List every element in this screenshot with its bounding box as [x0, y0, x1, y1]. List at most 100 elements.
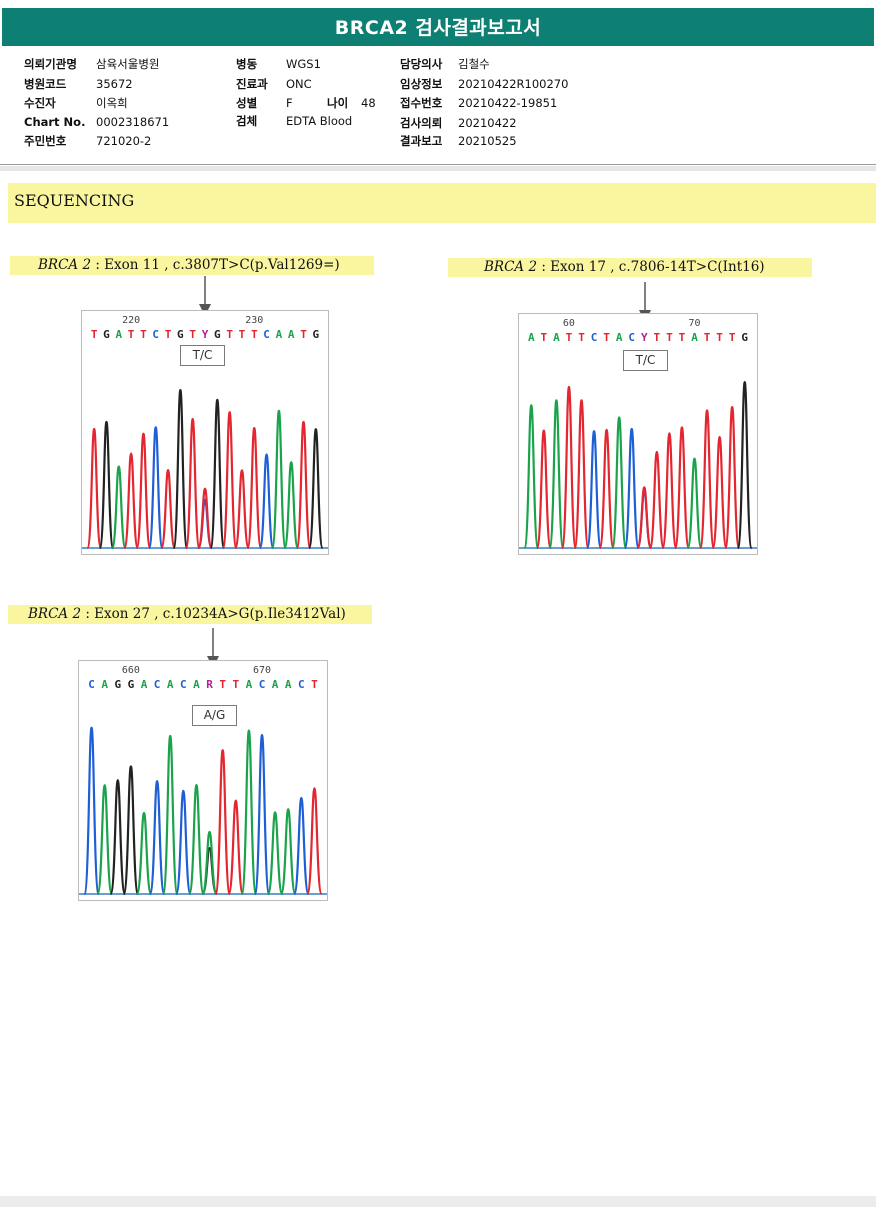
patient-name-field: 수진자 이옥희 — [24, 96, 128, 110]
base-call-letter: Y — [641, 331, 648, 344]
trace-peak — [197, 487, 213, 550]
trace-peak — [135, 811, 153, 896]
base-call-letter: T — [239, 328, 246, 341]
resident-number-field: 주민번호 721020-2 — [24, 134, 152, 148]
trace-peak — [711, 435, 728, 550]
requesting-institution-field: 의뢰기관명 삼육서울병원 — [24, 57, 160, 71]
trace-peak — [560, 385, 577, 550]
trace-peak — [110, 465, 127, 550]
genotype-callout-1: T/C — [180, 345, 225, 366]
base-call-letter: C — [152, 328, 159, 341]
trace-peak — [699, 409, 716, 550]
trace-peak — [271, 409, 287, 550]
variant-description: : Exon 27 , c.10234A>G(p.Ile3412Val) — [81, 606, 346, 622]
trace-peak — [307, 428, 324, 550]
trace-peak — [258, 453, 275, 550]
trace-peak — [96, 784, 113, 896]
trace-peak — [98, 420, 115, 550]
trace-peak — [234, 469, 250, 550]
base-call-letter: A — [288, 328, 295, 341]
position-label: 670 — [253, 665, 271, 676]
base-call-letter: A — [528, 331, 535, 344]
base-call-letter: T — [566, 331, 573, 344]
trace-peak — [122, 765, 140, 896]
base-call-letter: T — [128, 328, 135, 341]
trace-peak — [123, 452, 139, 550]
trace-peak — [227, 799, 245, 896]
page-bottom-strip — [0, 1196, 876, 1207]
trace-peak — [283, 461, 300, 550]
base-call-letter: C — [263, 328, 270, 341]
position-label: 70 — [688, 318, 700, 329]
position-label: 230 — [245, 315, 263, 326]
sequencing-section-title: SEQUENCING — [8, 183, 876, 223]
age-field: 나이 48 — [327, 96, 376, 110]
base-call-letter: T — [666, 331, 673, 344]
base-call-letter: G — [103, 328, 110, 341]
trace-peak — [160, 469, 176, 550]
trace-peak — [184, 417, 201, 550]
base-call-letter: T — [91, 328, 98, 341]
trace-peak — [86, 427, 103, 550]
base-call-letter: T — [729, 331, 736, 344]
base-call-letter: A — [167, 678, 174, 691]
base-call-letter: G — [313, 328, 320, 341]
base-call-letter: A — [691, 331, 698, 344]
base-call-letter: T — [232, 678, 239, 691]
gene-name: BRCA 2 — [484, 259, 538, 275]
base-call-letter: T — [716, 331, 723, 344]
chromatogram-3: 660 670 C A G G A C A C A R T T A C A A C T — [78, 660, 328, 901]
gene-name: BRCA 2 — [28, 606, 82, 622]
trace-peak — [266, 811, 284, 896]
base-call-letter: T — [219, 678, 226, 691]
base-call-letter: T — [704, 331, 711, 344]
department-field: 진료과 ONC — [236, 77, 312, 91]
base-call-letter: A — [141, 678, 148, 691]
clinical-info-field: 임상정보 20210422R100270 — [400, 77, 569, 91]
base-call-letter: C — [88, 678, 95, 691]
position-label: 60 — [563, 318, 575, 329]
trace-peak — [175, 789, 192, 896]
trace-peak — [209, 398, 226, 550]
trace-peak — [548, 399, 565, 550]
base-call-letter: C — [180, 678, 187, 691]
trace-peak — [279, 808, 297, 896]
base-call-letter: T — [251, 328, 258, 341]
trace-peak — [135, 432, 152, 550]
trace-peak — [172, 389, 189, 550]
trace-peak — [598, 428, 615, 550]
trace-peak — [623, 427, 640, 550]
trace-peak — [253, 733, 271, 896]
trace-peak — [573, 399, 590, 550]
specimen-field: 검체 EDTA Blood — [236, 114, 353, 128]
base-call-letter: C — [259, 678, 266, 691]
trace-peak — [586, 430, 603, 550]
trace-peak — [611, 416, 628, 550]
result-report-date-field: 결과보고 20210525 — [400, 134, 517, 148]
trace-peak — [188, 783, 205, 896]
base-call-letter: T — [226, 328, 233, 341]
trace-peak — [295, 420, 312, 550]
trace-peak — [293, 796, 310, 896]
base-call-letter: T — [311, 678, 318, 691]
base-call-letter: T — [654, 331, 661, 344]
attending-physician-field: 담당의사 김철수 — [400, 57, 490, 71]
sex-field: 성별 F — [236, 96, 293, 110]
variant-caption-2: BRCA 2 : Exon 17 , c.7806-14T>C(Int16) — [448, 258, 812, 277]
trace-peak — [661, 432, 678, 550]
base-call-letter: A — [101, 678, 108, 691]
base-call-letter: A — [553, 331, 560, 344]
variant-description: : Exon 11 , c.3807T>C(p.Val1269=) — [91, 257, 340, 273]
base-call-letter: T — [541, 331, 548, 344]
trace-peak — [148, 779, 166, 896]
base-call-letter: A — [272, 678, 279, 691]
gene-name: BRCA 2 — [38, 257, 92, 273]
base-call-letter: G — [128, 678, 135, 691]
base-call-letter: A — [246, 678, 253, 691]
position-label: 660 — [122, 665, 140, 676]
base-call-letter: T — [189, 328, 196, 341]
patient-info-header: 의뢰기관명 삼육서울병원 병원코드 35672 수진자 이옥희 Chart No. 00… — [0, 46, 876, 165]
base-call-letter: G — [177, 328, 184, 341]
test-request-date-field: 검사의뢰 20210422 — [400, 116, 517, 130]
trace-peak — [214, 749, 231, 896]
